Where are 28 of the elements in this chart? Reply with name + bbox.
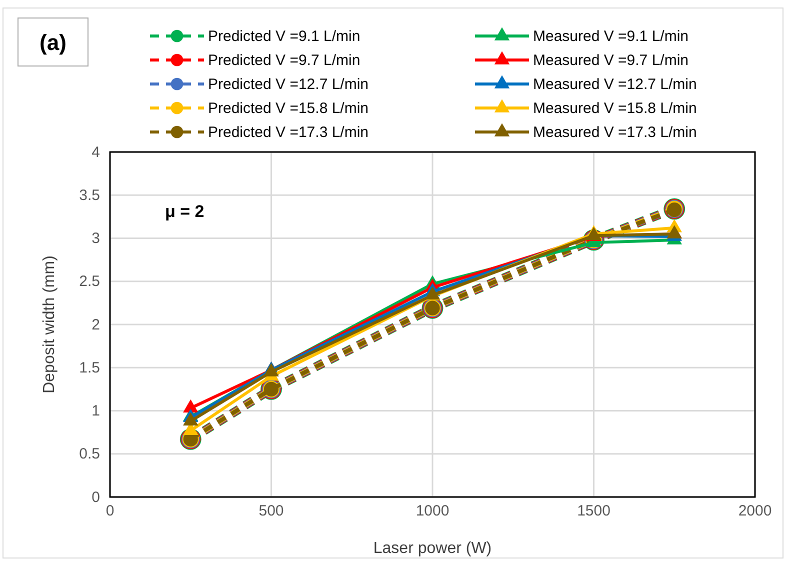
y-tick-label: 4 [92,144,100,161]
legend-label: Measured V =15.8 L/min [533,100,697,117]
x-tick-label: 1500 [577,502,610,520]
legend-label: Measured V =9.7 L/min [533,52,689,69]
x-tick-label: 0 [106,502,114,520]
legend-label: Predicted V =12.7 L/min [208,76,369,93]
y-tick-label: 0.5 [79,446,100,463]
legend-label: Measured V =9.1 L/min [533,28,689,45]
text: (a) [40,30,66,55]
y-tick-label: 3.5 [79,186,100,204]
x-tick-label: 1000 [416,502,450,520]
y-tick-label: 3 [92,230,100,248]
y-tick-label: 1 [92,402,100,420]
y-tick-label: 2.5 [79,273,100,290]
legend-label: Predicted V =9.1 L/min [208,28,360,45]
x-tick-label: 2000 [738,502,772,520]
legend-label: Predicted V =15.8 L/min [208,100,369,117]
y-tick-label: 2 [92,316,100,334]
y-tick-label: 1.5 [79,359,100,376]
y-tick-label: 0 [92,488,100,506]
legend-label: Measured V =12.7 L/min [533,76,697,93]
y-axis-title: Deposit width (mm) [41,256,58,394]
legend-label: Measured V =17.3 L/min [533,124,697,141]
x-axis-title: Laser power (W) [373,540,492,557]
annotation: μ = 2 [165,202,204,221]
legend-label: Predicted V =9.7 L/min [208,52,360,69]
x-tick-label: 500 [258,502,284,520]
legend-label: Predicted V =17.3 L/min [208,124,369,141]
